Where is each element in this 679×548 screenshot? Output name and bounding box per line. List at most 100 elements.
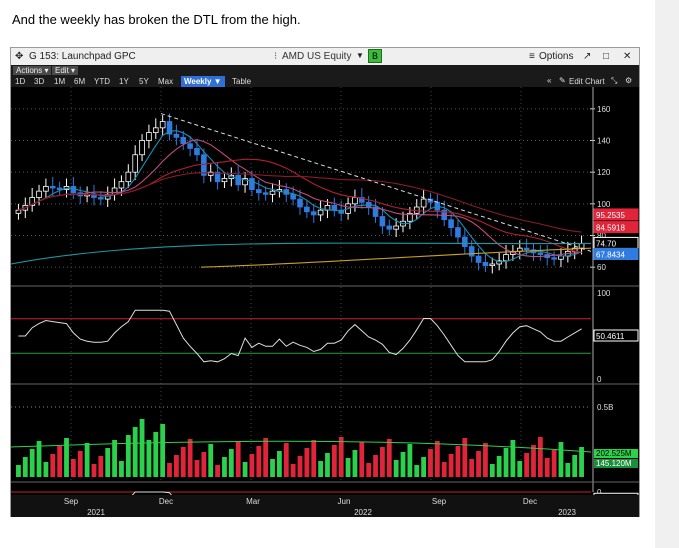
price-tag-box xyxy=(593,221,639,234)
month-label: Dec xyxy=(159,497,173,506)
candle-body xyxy=(36,190,42,198)
rsi-tick-label: 0 xyxy=(597,375,602,384)
candle-body xyxy=(43,186,49,192)
volume-bar xyxy=(345,458,351,477)
volume-bar xyxy=(311,440,317,477)
price-tick-label: 160 xyxy=(597,105,611,114)
range-1m[interactable]: 1M xyxy=(54,77,66,86)
collapse-icon[interactable]: « xyxy=(547,76,552,85)
edit-chart-pencil-icon[interactable]: ✎ xyxy=(559,76,566,85)
security-field[interactable]: AMD US Equity xyxy=(282,51,352,62)
volume-tag-label: 202.525M xyxy=(596,449,632,458)
price-tick-label: 80 xyxy=(597,232,606,241)
candle-body xyxy=(56,187,63,190)
move-icon[interactable]: ✥ xyxy=(15,51,24,62)
volume-bar xyxy=(290,464,296,477)
candle-body xyxy=(462,236,468,247)
volume-bar xyxy=(380,447,385,477)
volume-bar xyxy=(331,445,337,477)
weekly-dropdown[interactable]: Weekly ▼ xyxy=(181,76,225,87)
volume-bar xyxy=(338,437,344,477)
volume-bar xyxy=(167,463,172,477)
volume-bar xyxy=(373,455,378,477)
volume-bar xyxy=(16,465,21,477)
volume-bar xyxy=(235,441,241,477)
drag-handle-icon[interactable]: ⁝ xyxy=(274,51,278,62)
volume-bar xyxy=(50,454,56,477)
candle-body xyxy=(578,243,585,249)
candle-body xyxy=(255,189,262,194)
range-5y[interactable]: 5Y xyxy=(139,77,149,86)
range-6m[interactable]: 6M xyxy=(74,77,86,86)
range-3d[interactable]: 3D xyxy=(34,77,45,86)
volume-bar xyxy=(421,457,427,477)
title-bar: ✥ G 153: Launchpad GPC ⁝ AMD US Equity ▼… xyxy=(11,48,639,66)
candle-body xyxy=(523,247,530,251)
volume-bar xyxy=(517,461,523,477)
volume-bar xyxy=(263,438,269,477)
volume-bar xyxy=(407,444,413,477)
actions-menu[interactable]: Actions ▾ xyxy=(13,66,52,75)
range-1y[interactable]: 1Y xyxy=(119,77,129,86)
month-label: Sep xyxy=(432,497,447,506)
edit-chart-button[interactable]: Edit Chart xyxy=(569,77,605,86)
price-chart[interactable]: 160 140 120 100 80 60 95.2535 84.5918 74.70 67.84… xyxy=(11,87,639,517)
table-tab[interactable]: Table xyxy=(232,77,252,86)
month-label: Dec xyxy=(523,497,537,506)
volume-bar xyxy=(36,441,42,477)
options-menu-icon[interactable]: ≡ xyxy=(529,51,535,62)
volume-bar xyxy=(462,438,468,477)
year-label: 2023 xyxy=(558,508,576,517)
volume-bar xyxy=(105,448,111,477)
candle-body xyxy=(201,154,207,176)
volume-bar xyxy=(70,459,76,477)
ma-line-10 xyxy=(18,139,582,258)
candle-body xyxy=(235,174,241,186)
price-tick-label: 100 xyxy=(597,200,611,209)
price-tick-label: 140 xyxy=(597,137,611,146)
volume-bar xyxy=(503,448,509,477)
rsi-line xyxy=(18,309,582,363)
popout-icon[interactable]: ↗ xyxy=(583,51,592,62)
range-ytd[interactable]: YTD xyxy=(94,77,110,86)
month-label: Jun xyxy=(338,497,351,506)
volume-bar xyxy=(64,438,69,477)
window-title: G 153: Launchpad GPC xyxy=(29,51,136,62)
edit-menu[interactable]: Edit ▾ xyxy=(52,66,79,75)
candle-body xyxy=(372,206,379,217)
volume-bar xyxy=(558,442,564,477)
close-icon[interactable]: ✕ xyxy=(623,51,632,62)
candle-body xyxy=(455,227,461,238)
range-1d[interactable]: 1D xyxy=(15,77,26,86)
zoom-icon[interactable]: ⤡ xyxy=(611,76,618,85)
volume-bar xyxy=(173,455,179,477)
year-label: 2022 xyxy=(354,508,372,517)
candle-body xyxy=(503,254,509,262)
candle-body xyxy=(187,143,193,149)
candle-body xyxy=(242,178,248,186)
volume-bar xyxy=(441,462,447,477)
toolbar: Actions ▾ Edit ▾ 1D 3D 1M 6M YTD 1Y 5Y M… xyxy=(11,65,639,87)
volume-bar xyxy=(283,443,289,477)
volume-bar xyxy=(270,459,275,477)
security-dropdown-icon[interactable]: ▼ xyxy=(356,51,364,60)
month-label: Sep xyxy=(64,497,79,506)
settings-gear-icon[interactable]: ⚙ xyxy=(625,76,633,85)
candle-body xyxy=(386,225,393,230)
range-max[interactable]: Max xyxy=(158,77,174,86)
volume-bar xyxy=(489,464,495,477)
volume-bar xyxy=(537,437,543,477)
volume-bar xyxy=(180,447,186,477)
volume-bar xyxy=(434,441,440,477)
volume-bar xyxy=(153,432,159,477)
volume-bar xyxy=(579,447,584,477)
candle-body xyxy=(15,209,22,214)
b-button[interactable]: B xyxy=(368,49,382,63)
volume-bar xyxy=(297,456,303,477)
volume-bar xyxy=(91,464,97,477)
month-label: Mar xyxy=(246,497,260,506)
volume-bar xyxy=(222,457,227,477)
options-button[interactable]: Options xyxy=(539,51,574,62)
candle-body xyxy=(496,260,502,265)
maximize-icon[interactable]: □ xyxy=(603,51,610,62)
